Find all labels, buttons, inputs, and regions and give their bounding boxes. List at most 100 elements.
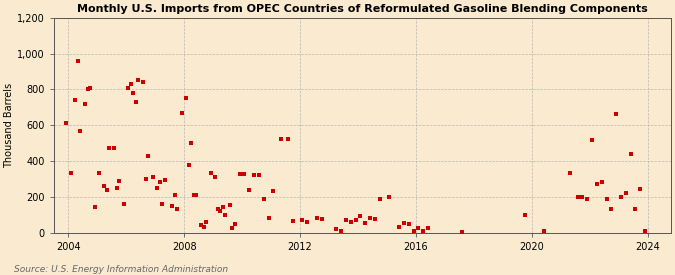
Point <box>184 162 194 167</box>
Point <box>130 100 141 104</box>
Point <box>253 173 264 177</box>
Point <box>205 171 216 176</box>
Point <box>244 187 254 192</box>
Point <box>84 85 95 90</box>
Point <box>249 173 260 177</box>
Point <box>413 226 424 230</box>
Point <box>346 220 356 224</box>
Point <box>159 178 170 182</box>
Point <box>640 229 651 233</box>
Point <box>597 180 608 185</box>
Point <box>263 216 274 221</box>
Point <box>384 194 395 199</box>
Point <box>123 85 134 90</box>
Point <box>364 216 375 221</box>
Point <box>200 220 211 224</box>
Point <box>191 193 202 197</box>
Point <box>408 229 419 233</box>
Point <box>268 189 279 194</box>
Point <box>611 112 622 117</box>
Point <box>626 152 637 156</box>
Point <box>591 182 602 186</box>
Point <box>65 171 76 176</box>
Point <box>620 191 631 195</box>
Point <box>282 136 293 141</box>
Title: Monthly U.S. Imports from OPEC Countries of Reformulated Gasoline Blending Compo: Monthly U.S. Imports from OPEC Countries… <box>77 4 647 14</box>
Point <box>234 172 245 177</box>
Point <box>118 202 129 206</box>
Point <box>565 171 576 176</box>
Point <box>587 138 597 142</box>
Point <box>519 213 530 217</box>
Point <box>167 204 178 208</box>
Point <box>355 214 366 219</box>
Text: Source: U.S. Energy Information Administration: Source: U.S. Energy Information Administ… <box>14 265 227 274</box>
Point <box>101 187 112 192</box>
Point <box>133 78 144 82</box>
Point <box>171 207 182 211</box>
Point <box>113 178 124 183</box>
Point <box>126 82 136 86</box>
Point <box>90 205 101 210</box>
Point <box>109 146 119 151</box>
Point <box>582 196 593 201</box>
Point <box>210 175 221 179</box>
Point <box>147 175 158 179</box>
Point <box>225 203 236 207</box>
Point <box>539 229 549 233</box>
Point <box>630 207 641 211</box>
Point <box>94 171 105 176</box>
Point <box>572 194 583 199</box>
Point <box>186 141 196 145</box>
Y-axis label: Thousand Barrels: Thousand Barrels <box>4 82 14 168</box>
Point <box>616 194 626 199</box>
Point <box>398 221 409 225</box>
Point <box>217 205 228 210</box>
Point <box>577 194 588 199</box>
Point <box>418 229 429 233</box>
Point <box>259 197 269 202</box>
Point <box>72 59 83 63</box>
Point <box>331 227 342 231</box>
Point <box>75 128 86 133</box>
Point <box>275 137 286 142</box>
Point <box>169 193 180 197</box>
Point <box>394 225 404 229</box>
Point <box>635 186 646 191</box>
Point <box>606 207 617 211</box>
Point <box>340 218 351 222</box>
Point <box>140 177 151 181</box>
Point <box>181 96 192 100</box>
Point <box>188 193 199 197</box>
Point <box>239 172 250 177</box>
Point <box>176 110 187 115</box>
Point <box>220 213 231 217</box>
Point <box>152 186 163 190</box>
Point <box>138 80 148 84</box>
Point <box>104 146 115 151</box>
Point <box>155 180 165 185</box>
Point <box>360 221 371 225</box>
Point <box>369 217 380 221</box>
Point <box>198 225 209 229</box>
Point <box>70 98 81 102</box>
Point <box>196 223 207 228</box>
Point <box>128 91 139 95</box>
Point <box>111 186 122 190</box>
Point <box>423 226 433 230</box>
Point <box>157 202 168 206</box>
Point <box>302 220 313 224</box>
Point <box>311 216 322 221</box>
Point <box>213 207 223 211</box>
Point <box>99 184 110 188</box>
Point <box>82 87 93 92</box>
Point <box>317 217 327 221</box>
Point <box>403 221 414 226</box>
Point <box>601 196 612 201</box>
Point <box>456 229 467 234</box>
Point <box>374 196 385 201</box>
Point <box>297 218 308 222</box>
Point <box>215 209 225 213</box>
Point <box>61 121 72 126</box>
Point <box>80 101 90 106</box>
